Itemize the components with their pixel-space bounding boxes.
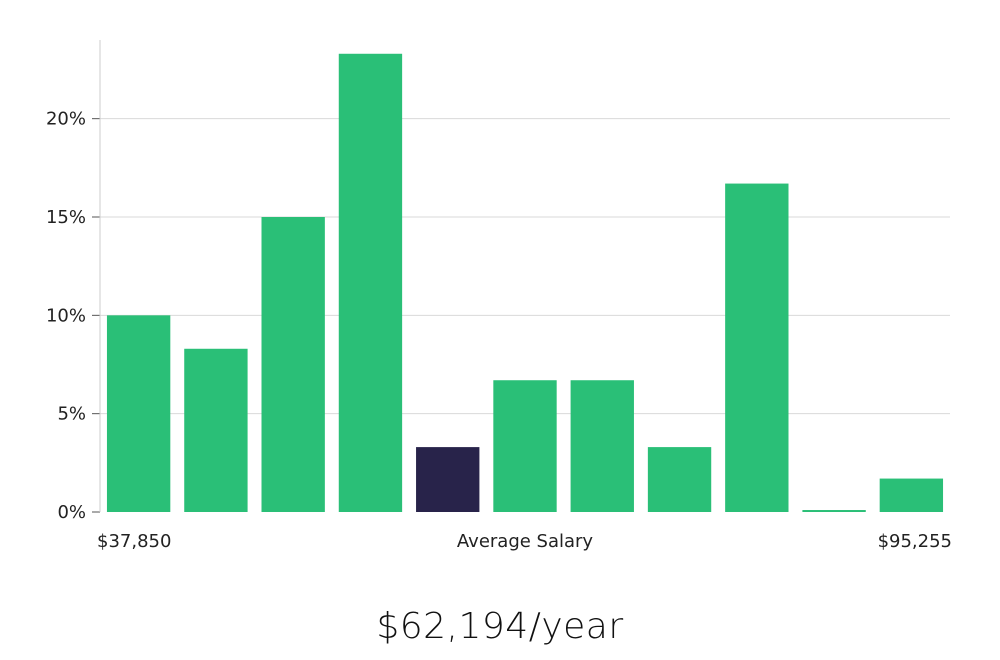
bar-6 [570, 380, 634, 512]
y-tick-label-20: 20% [46, 109, 86, 130]
x-label-min: $37,850 [97, 531, 171, 552]
salary-distribution-chart: 0% 5% 10% 15% 20% $37,850 Average Salary $95… [46, 40, 952, 552]
y-tick-label-0: 0% [57, 502, 86, 523]
y-tick-label-5: 5% [57, 404, 86, 425]
average-salary-value: $62,194/year [376, 606, 624, 647]
bar-10 [879, 478, 944, 512]
x-label-center: Average Salary [457, 531, 594, 552]
bar-0 [106, 315, 171, 512]
bar-1 [184, 348, 248, 512]
y-axis-ticks: 0% 5% 10% 15% 20% [46, 109, 100, 523]
bar-8 [725, 183, 789, 512]
bar-7 [647, 447, 712, 512]
bar-5 [493, 380, 557, 512]
x-label-max: $95,255 [878, 531, 952, 552]
bar-3 [338, 53, 403, 513]
y-tick-label-10: 10% [46, 305, 86, 326]
bars [106, 53, 944, 513]
bar-9 [802, 510, 866, 512]
bar-2 [261, 217, 325, 512]
bar-highlight-4 [416, 447, 480, 512]
y-tick-label-15: 15% [46, 207, 86, 228]
